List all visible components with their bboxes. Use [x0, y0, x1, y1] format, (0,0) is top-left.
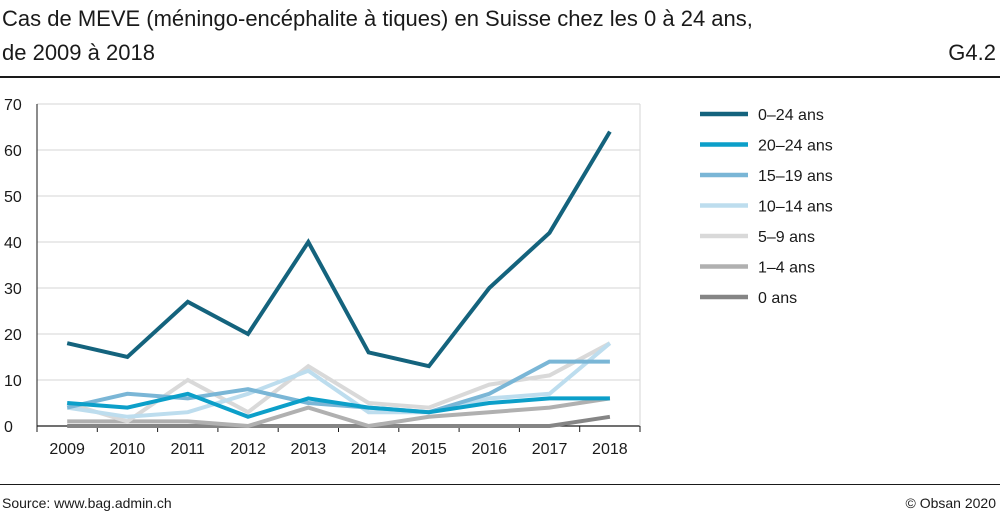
x-tick-label: 2013	[291, 441, 327, 458]
legend-label-0: 0–24 ans	[758, 107, 824, 124]
y-tick-label: 20	[4, 327, 22, 344]
top-divider	[0, 76, 1000, 78]
x-tick-label: 2016	[471, 441, 507, 458]
legend-label-5: 1–4 ans	[758, 260, 815, 277]
series-line-2	[66, 359, 610, 415]
legend-label-6: 0 ans	[758, 290, 797, 307]
x-tick-label: 2011	[171, 441, 206, 458]
copyright-note: © Obsan 2020	[905, 495, 997, 511]
bottom-divider	[0, 484, 1000, 485]
grid-lines	[37, 103, 640, 381]
legend: 0–24 ans 20–24 ans 15–19 ans 10–14 ans 5–9 a…	[700, 107, 833, 307]
x-tick-labels: 2009 2010 2011 2012 2013 2014 2015 2016 2017 2018	[49, 441, 627, 458]
series-line-0	[66, 130, 612, 369]
series-lines	[66, 130, 612, 429]
chart-title-line-2: de 2009 à 2018	[2, 40, 155, 65]
x-tick-label: 2014	[351, 441, 387, 458]
y-tick-label: 60	[4, 143, 22, 160]
y-tick-labels: 0 10 20 30 40 50 60 70	[4, 97, 22, 436]
series-line-1	[67, 391, 610, 419]
x-tick-label: 2010	[110, 441, 146, 458]
x-tick-label: 2018	[592, 441, 628, 458]
y-tick-label: 40	[4, 235, 22, 252]
source-note: Source: www.bag.admin.ch	[2, 495, 172, 511]
y-tick-label: 30	[4, 281, 22, 298]
x-tick-label: 2009	[49, 441, 85, 458]
x-tick-label: 2015	[411, 441, 447, 458]
line-chart: 0 10 20 30 40 50 60 70 2009 2010 2011 2012 2013 2014…	[4, 97, 833, 458]
legend-label-3: 10–14 ans	[758, 199, 833, 216]
legend-label-1: 20–24 ans	[758, 138, 833, 155]
legend-label-4: 5–9 ans	[758, 229, 815, 246]
x-tick-label: 2012	[230, 441, 266, 458]
x-tick-label: 2017	[532, 441, 568, 458]
legend-label-2: 15–19 ans	[758, 168, 833, 185]
chart-title: Cas de MEVE (méningo-encéphalite à tique…	[2, 2, 902, 70]
y-tick-label: 70	[4, 97, 22, 114]
chart-title-line-1: Cas de MEVE (méningo-encéphalite à tique…	[2, 6, 753, 31]
series-line-6	[67, 414, 611, 428]
y-tick-label: 50	[4, 189, 22, 206]
y-tick-label: 10	[4, 373, 22, 390]
figure-code: G4.2	[948, 40, 996, 65]
series-line-5	[67, 396, 611, 429]
y-tick-label: 0	[4, 419, 13, 436]
series-line-3	[66, 341, 612, 419]
